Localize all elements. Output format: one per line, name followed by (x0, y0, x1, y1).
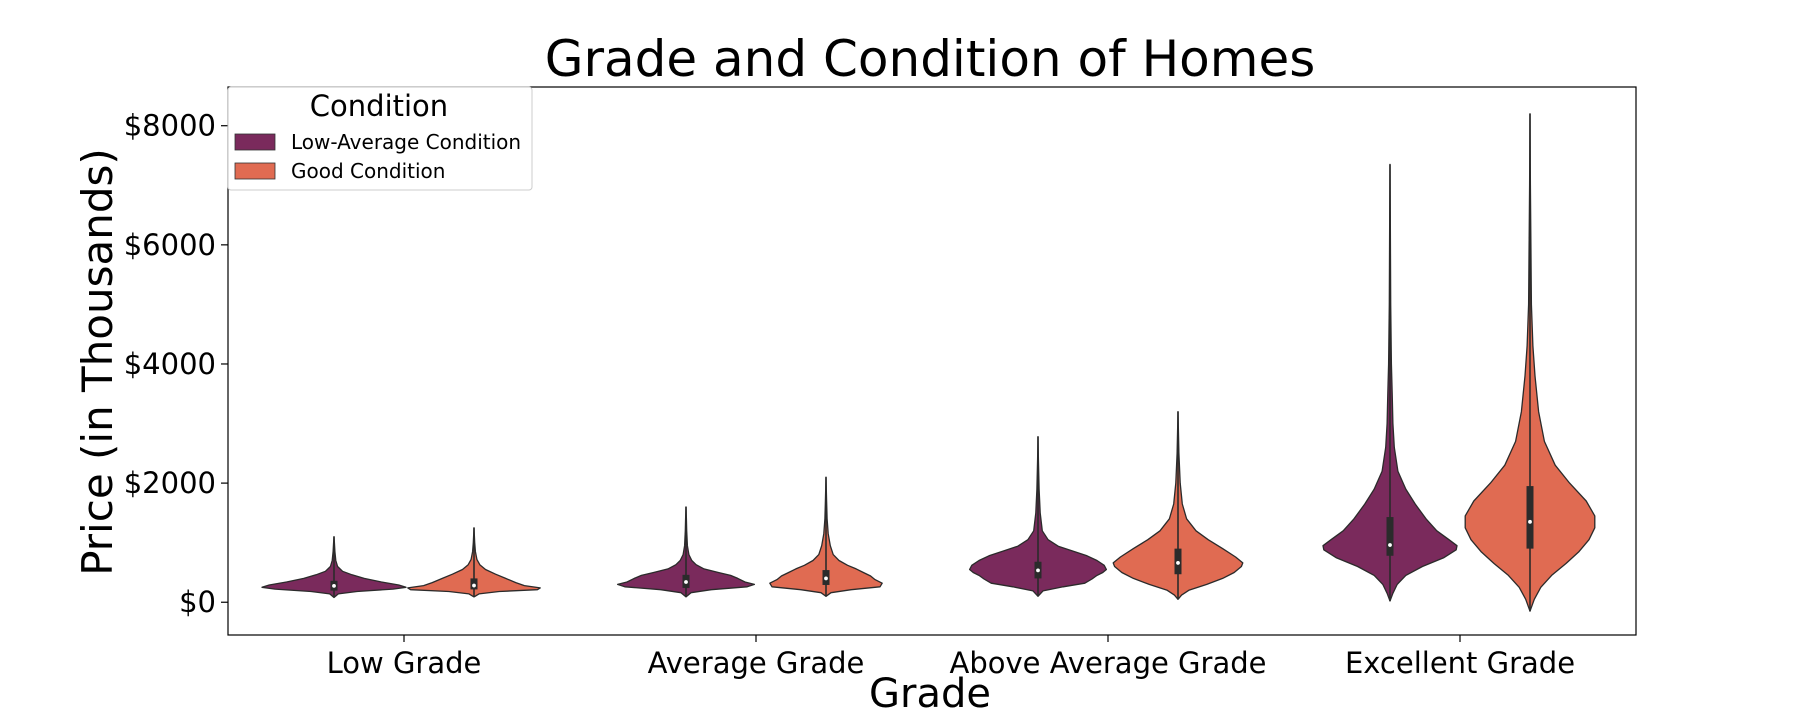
violin-median-point (1036, 568, 1040, 573)
y-tick-label: $6000 (124, 228, 216, 262)
y-tick-label: $2000 (124, 466, 216, 500)
violin-median-point (1388, 543, 1392, 547)
x-tick-label: Average Grade (648, 646, 865, 680)
violin-low-average-condition-above-average-grade (968, 435, 1108, 597)
violin-good-condition-excellent-grade (1464, 113, 1596, 612)
legend-frame (227, 86, 533, 191)
x-axis-label: Grade (869, 671, 991, 717)
y-tick-label: $4000 (124, 347, 216, 381)
y-tick-label: $8000 (124, 109, 216, 143)
violin-low-average-condition-average-grade (616, 506, 756, 598)
violin-iqr-box (1386, 517, 1394, 556)
x-axis-ticks: Low Grade Average Grade Above Average Grad… (327, 635, 1575, 680)
violin-median-point (684, 580, 688, 584)
plot-frame (227, 86, 1637, 636)
chart-title: Grade and Condition of Homes (545, 30, 1316, 88)
legend-label-good-condition: Good Condition (291, 159, 445, 183)
y-axis-ticks: $0 $2000 $4000 $6000 $8000 (124, 109, 228, 619)
legend-title: Condition (310, 89, 448, 123)
x-tick-label: Excellent Grade (1345, 646, 1575, 680)
violin-median-point (824, 576, 828, 581)
legend: Condition Low-Average Condition Good Con… (227, 86, 533, 191)
legend-swatch-low-average-condition (234, 133, 276, 151)
violin-median-point (1528, 519, 1532, 524)
violin-good-condition-average-grade (769, 476, 883, 597)
legend-swatch-good-condition (234, 162, 276, 180)
legend-label-low-average-condition: Low-Average Condition (291, 130, 521, 154)
violin-median-point (472, 583, 476, 588)
violins-layer (261, 113, 1596, 612)
x-tick-label: Above Average Grade (950, 646, 1267, 680)
x-tick-label: Low Grade (327, 646, 482, 680)
violin-median-point (332, 583, 336, 588)
y-axis-label: Price (in Thousands) (73, 148, 122, 576)
violin-iqr-box (1526, 486, 1534, 549)
violin-low-average-condition-excellent-grade (1322, 163, 1458, 602)
y-tick-label: $0 (179, 585, 216, 619)
violin-good-condition-above-average-grade (1112, 410, 1244, 600)
violin-median-point (1176, 561, 1180, 565)
violin-low-average-condition-low-grade (261, 536, 407, 599)
violin-good-condition-low-grade (407, 527, 541, 598)
